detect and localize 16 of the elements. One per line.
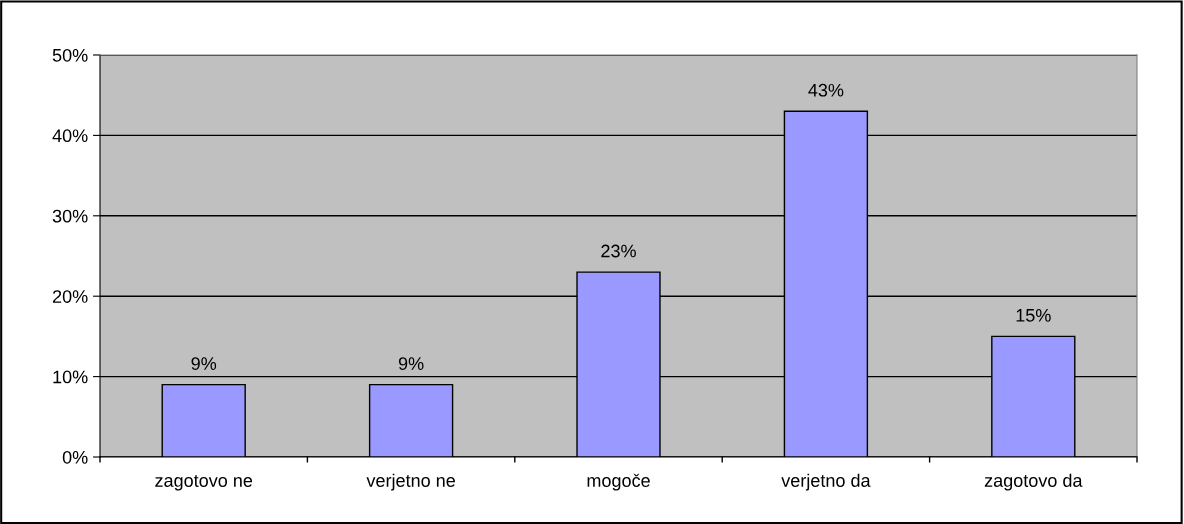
y-tick-label: 20% — [52, 290, 88, 303]
y-tick-label: 50% — [52, 48, 88, 62]
data-label: 23% — [601, 244, 636, 258]
y-tick-label: 30% — [52, 209, 88, 223]
y-tick-label: 40% — [52, 129, 88, 143]
y-tick-label: 0% — [62, 450, 88, 464]
data-label: 9% — [191, 357, 217, 370]
x-tick-label: zagotovo da — [984, 473, 1083, 491]
y-tick-label: 10% — [53, 370, 88, 384]
x-tick-label: zagotovo ne — [155, 475, 253, 491]
data-label: 15% — [1016, 309, 1051, 322]
x-tick-label: verjetno da — [781, 473, 871, 491]
x-tick-label: mogoče — [587, 473, 650, 491]
x-tick-label: verjetno ne — [366, 473, 455, 491]
data-label: 9% — [398, 357, 424, 370]
data-label: 43% — [808, 83, 844, 97]
